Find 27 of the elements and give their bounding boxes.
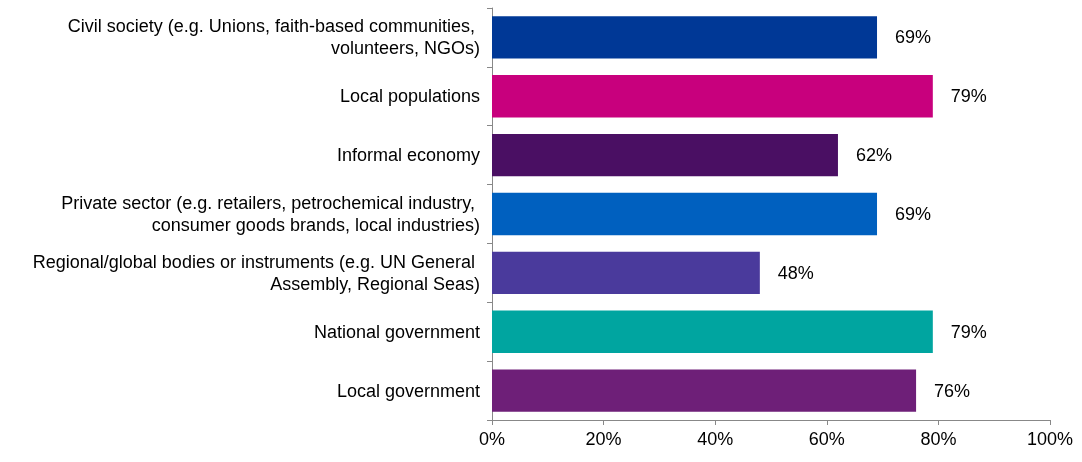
data-label: 76% [934,380,971,401]
data-label: 79% [950,321,987,342]
x-tick-label: 20% [585,429,622,449]
y-tick-label: National government [313,321,480,342]
x-tick-label: 0% [478,429,506,449]
x-tick-label: 80% [920,429,957,449]
data-label: 69% [895,27,932,48]
x-tick-label: 40% [697,429,734,449]
data-label: 48% [777,262,814,283]
y-tick-label: Local government [336,380,480,401]
y-tick-label: Private sector (e.g. retailers, petrochemical industry, consumer goods brands, local industries) [61,193,480,235]
x-tick-label: 100% [1026,429,1074,449]
bar [492,133,838,177]
bar [492,192,878,236]
data-label: 62% [855,145,892,166]
bar [492,369,917,412]
data-label: 79% [950,86,987,107]
y-tick-label: Local populations [339,86,480,107]
bar [492,16,878,59]
y-tick-label: Civil society (e.g. Unions, faith-based communities, volunteers, NGOs) [67,16,480,59]
y-tick-label: Regional/global bodies or instruments (e.g. UN General Assembly, Regional Seas) [32,251,480,294]
bar [492,310,933,353]
bar [492,251,760,295]
bar [492,75,933,118]
y-tick-label: Informal economy [336,145,480,166]
data-label: 69% [895,204,932,224]
x-tick-label: 60% [808,429,845,449]
